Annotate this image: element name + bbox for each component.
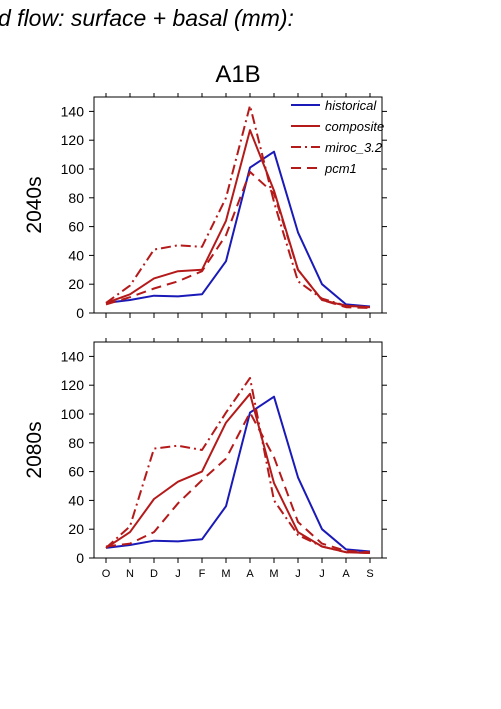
y-tick-label: 0 — [76, 305, 84, 321]
x-tick-label: M — [269, 568, 278, 580]
y-tick-label: 100 — [61, 406, 85, 422]
series-line-historical — [105, 150, 371, 308]
series-line-miroc_3.2 — [105, 377, 371, 554]
x-tick-label: M — [221, 568, 230, 580]
legend-label-historical: historical — [325, 98, 377, 113]
y-tick-label: 100 — [61, 161, 85, 177]
panel-title: A1B — [215, 61, 260, 88]
series-line-pcm1 — [105, 411, 371, 554]
y-tick-label: 40 — [68, 492, 84, 508]
x-tick-label: F — [199, 568, 206, 580]
x-tick-label: O — [102, 568, 111, 580]
series-line-pcm1 — [105, 170, 371, 309]
x-tick-label: A — [342, 568, 350, 580]
y-tick-label: 80 — [68, 435, 84, 451]
x-tick-label: J — [295, 568, 301, 580]
plots-group: 0 20 40 60 80 100 120 140 2040s historical composi… — [23, 93, 387, 580]
series-line-composite — [105, 129, 371, 309]
y-tick-label: 140 — [61, 103, 85, 119]
x-tick-label: N — [126, 568, 134, 580]
y-tick-label: 120 — [61, 377, 85, 393]
series-line-miroc_3.2 — [105, 104, 371, 309]
legend-label-composite: composite — [325, 119, 384, 134]
y-tick-label: 0 — [76, 550, 84, 566]
chart-panel-2040s: 0 20 40 60 80 100 120 140 2040s historical composi… — [23, 93, 387, 321]
x-tick-label: J — [319, 568, 325, 580]
y-tick-label: 140 — [61, 348, 85, 364]
y-tick-label: 60 — [68, 464, 84, 480]
legend-label-miroc_3.2: miroc_3.2 — [325, 140, 383, 155]
legend: historical composite miroc_3.2 pcm1 — [291, 98, 384, 176]
x-tick-label: J — [175, 568, 181, 580]
x-tick-label: D — [150, 568, 158, 580]
plot-frame — [93, 96, 383, 314]
plot-frame — [93, 341, 383, 559]
figure-title: d flow: surface + basal (mm): — [0, 5, 294, 31]
row-label: 2080s — [23, 421, 46, 478]
chart-panel-2080s: 0 20 40 60 80 100 120 140 O N D J F M A M J J A S 2080s — [23, 338, 387, 580]
y-tick-label: 120 — [61, 132, 85, 148]
series-line-historical — [105, 395, 371, 553]
y-tick-label: 60 — [68, 219, 84, 235]
y-tick-label: 40 — [68, 247, 84, 263]
y-tick-label: 20 — [68, 276, 84, 292]
x-tick-label: A — [246, 568, 254, 580]
row-label: 2040s — [23, 176, 46, 233]
y-tick-label: 80 — [68, 190, 84, 206]
x-tick-label: S — [366, 568, 373, 580]
y-tick-label: 20 — [68, 521, 84, 537]
legend-label-pcm1: pcm1 — [324, 161, 357, 176]
